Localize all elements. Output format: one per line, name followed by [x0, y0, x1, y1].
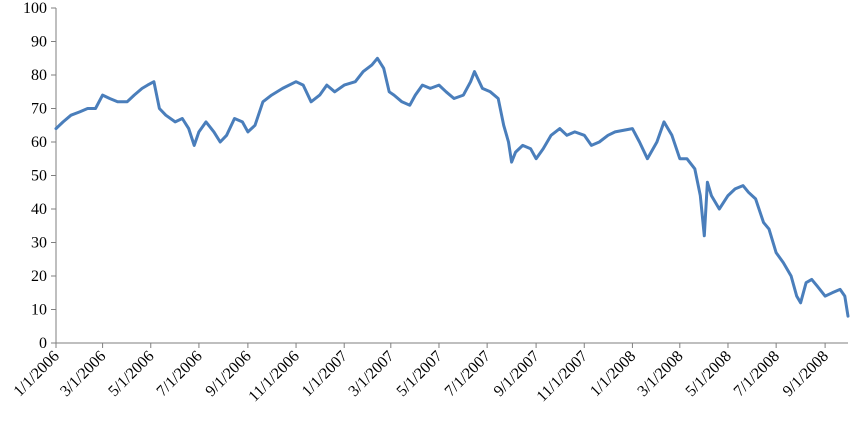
y-tick-label: 0	[39, 335, 47, 352]
x-tick-label: 7/1/2007	[442, 348, 494, 400]
y-tick-label: 70	[31, 101, 47, 118]
x-tick-label: 7/1/2006	[154, 348, 206, 400]
x-axis: 1/1/20063/1/20065/1/20067/1/20069/1/2006…	[11, 342, 848, 405]
y-tick-label: 90	[31, 34, 47, 51]
y-axis: 0 10 20 30 40 50 60 70 80 90 100	[23, 0, 57, 352]
x-tick-label: 7/1/2008	[731, 348, 783, 400]
y-tick-label: 40	[31, 201, 47, 218]
x-tick-label: 11/1/2006	[245, 348, 302, 405]
y-tick-label: 50	[31, 168, 47, 185]
x-tick-label: 5/1/2008	[683, 348, 735, 400]
x-tick-label: 3/1/2008	[634, 348, 686, 400]
x-tick-label: 5/1/2007	[394, 348, 446, 400]
plot-area	[54, 56, 850, 318]
y-tick-label: 10	[31, 302, 47, 319]
x-tick-label: 9/1/2008	[780, 348, 832, 400]
y-tick-label: 30	[31, 235, 47, 252]
x-tick-label: 1/1/2007	[299, 348, 351, 400]
y-tick-label: 20	[31, 268, 47, 285]
y-tick-label: 100	[23, 0, 47, 17]
y-tick-label: 80	[31, 67, 47, 84]
x-tick-label: 1/1/2006	[11, 348, 63, 400]
x-tick-label: 11/1/2007	[534, 348, 591, 405]
series-line	[54, 56, 850, 318]
x-tick-label: 3/1/2006	[57, 348, 109, 400]
x-tick-label: 3/1/2007	[345, 348, 397, 400]
x-tick-label: 5/1/2006	[105, 348, 157, 400]
x-tick-label: 1/1/2008	[587, 348, 639, 400]
y-tick-label: 60	[31, 134, 47, 151]
